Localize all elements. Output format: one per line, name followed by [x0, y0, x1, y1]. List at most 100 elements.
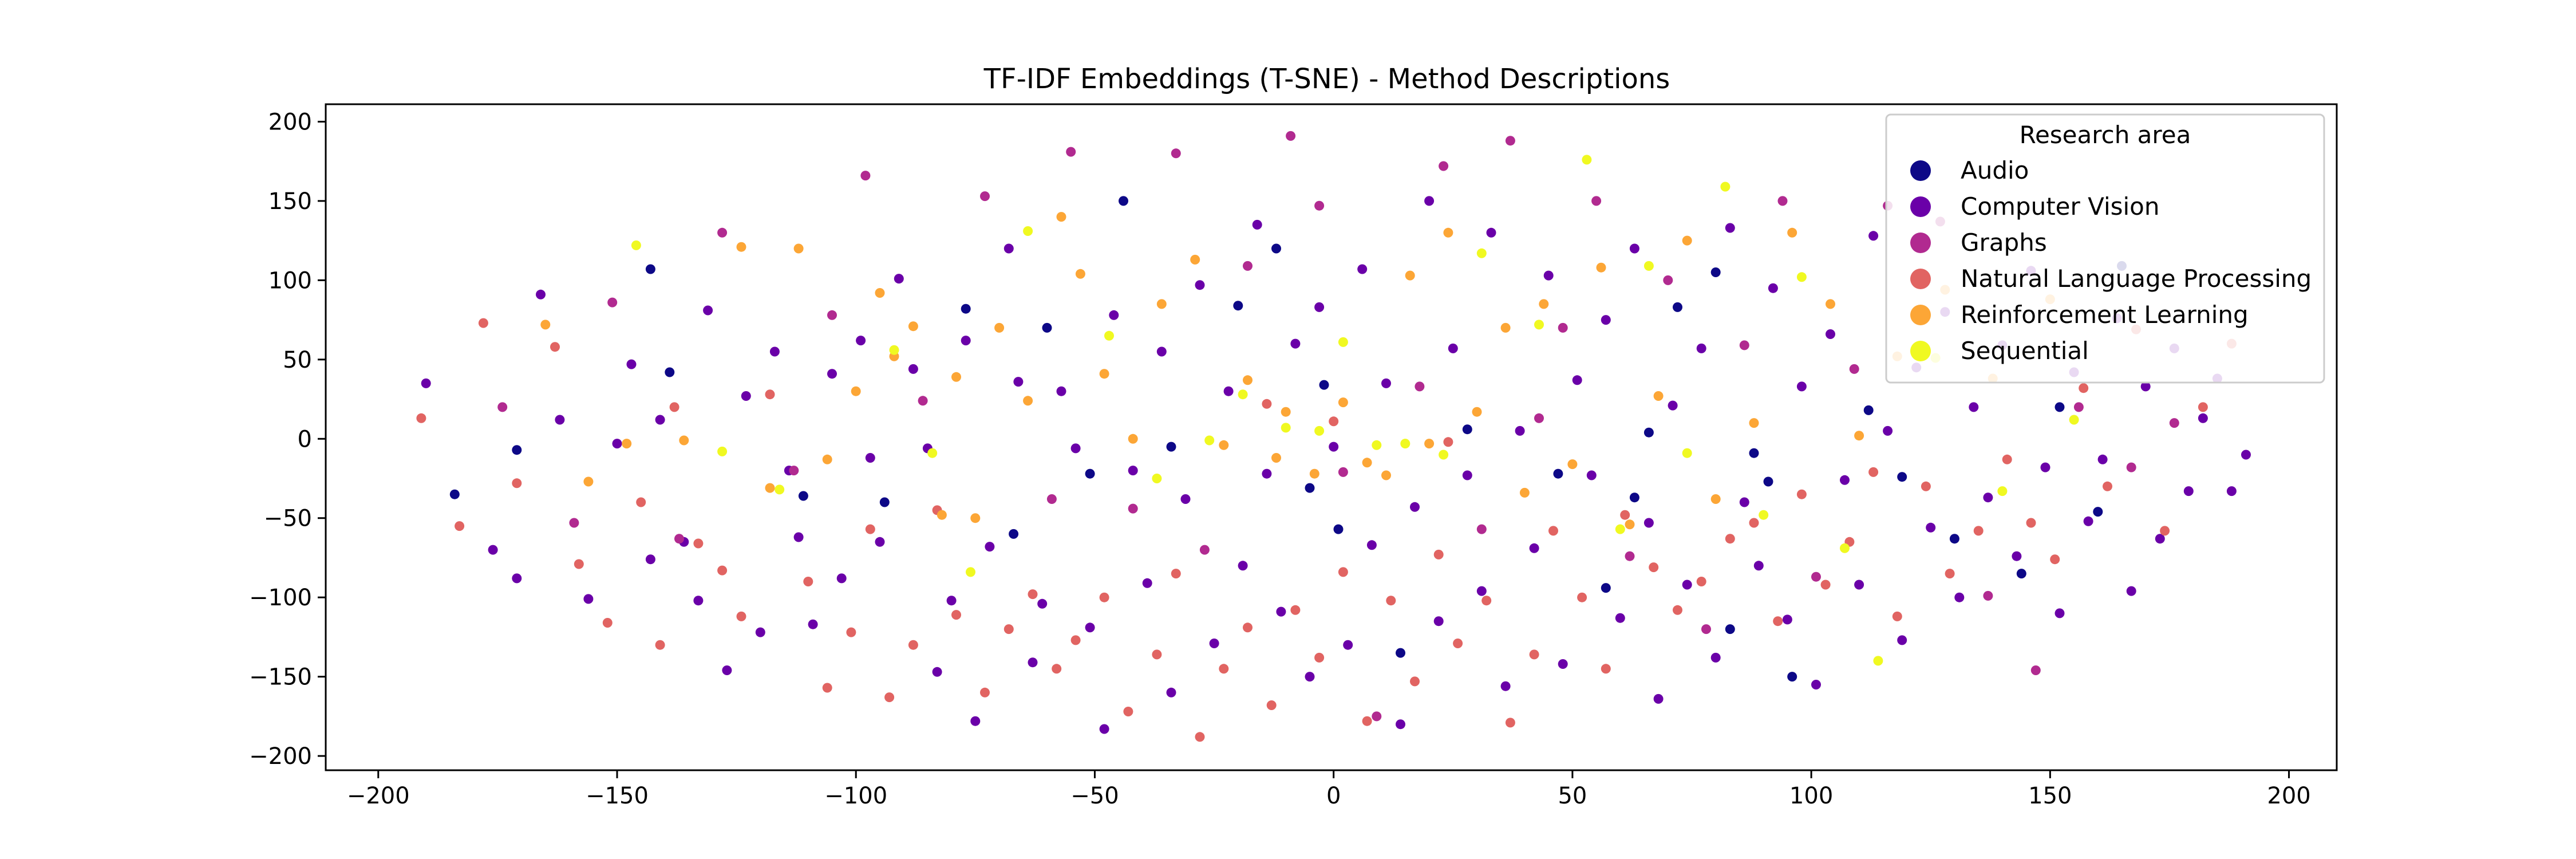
scatter-point — [1028, 657, 1038, 668]
scatter-point — [1787, 227, 1797, 238]
scatter-point — [865, 453, 875, 463]
scatter-point — [1003, 624, 1014, 635]
scatter-point — [2169, 418, 2179, 428]
x-tick-label: −150 — [586, 783, 649, 809]
scatter-point — [1104, 330, 1114, 341]
scatter-point — [2040, 462, 2050, 472]
scatter-point — [994, 322, 1005, 333]
scatter-point — [536, 289, 546, 300]
scatter-point — [2012, 551, 2022, 561]
scatter-point — [1381, 470, 1391, 480]
scatter-point — [1969, 402, 1979, 412]
scatter-point — [1949, 534, 1959, 544]
scatter-point — [1276, 606, 1286, 617]
legend-label: Audio — [1961, 156, 2029, 184]
scatter-point — [2030, 665, 2041, 675]
scatter-point — [927, 448, 938, 458]
scatter-point — [736, 611, 746, 621]
scatter-point — [1128, 466, 1138, 476]
scatter-point — [679, 435, 689, 446]
scatter-point — [966, 567, 975, 577]
x-tick-label: 200 — [2267, 783, 2310, 809]
scatter-point — [2226, 486, 2237, 497]
scatter-point — [1166, 687, 1176, 698]
scatter-point — [2050, 554, 2060, 565]
scatter-point — [1567, 459, 1578, 470]
scatter-point — [875, 537, 885, 547]
scatter-point — [875, 288, 885, 298]
scatter-point — [1596, 262, 1606, 273]
scatter-point — [555, 415, 565, 425]
scatter-point — [970, 513, 981, 523]
scatter-point — [755, 627, 765, 637]
scatter-point — [1052, 664, 1062, 674]
scatter-point — [1204, 435, 1215, 446]
series-5 — [631, 155, 2079, 666]
series-3 — [416, 318, 2237, 742]
scatter-point — [1290, 338, 1301, 349]
scatter-point — [1883, 425, 1893, 436]
scatter-point — [985, 542, 995, 552]
scatter-point — [1796, 489, 1807, 499]
y-tick-label: −100 — [249, 585, 312, 611]
scatter-point — [1682, 235, 1692, 246]
scatter-point — [1840, 543, 1850, 553]
scatter-point — [1329, 416, 1339, 427]
scatter-point — [1868, 231, 1879, 241]
scatter-point — [1070, 443, 1081, 454]
scatter-point — [1826, 329, 1835, 339]
scatter-point — [1629, 243, 1639, 254]
scatter-point — [1271, 243, 1281, 254]
scatter-point — [1515, 425, 1525, 436]
x-tick-label: −100 — [824, 783, 887, 809]
scatter-point — [1620, 510, 1630, 520]
scatter-point — [1696, 577, 1706, 586]
scatter-point — [775, 484, 785, 495]
scatter-point — [1219, 664, 1229, 674]
scatter-point — [512, 573, 522, 584]
scatter-point — [2069, 415, 2079, 425]
x-tick-label: 100 — [1789, 783, 1833, 809]
scatter-point — [1066, 147, 1076, 157]
scatter-point — [645, 264, 655, 274]
scatter-point — [655, 415, 665, 425]
scatter-point — [1128, 503, 1138, 514]
scatter-point — [1739, 497, 1749, 507]
legend-marker — [1910, 341, 1931, 361]
scatter-point — [822, 454, 832, 464]
scatter-point — [2126, 586, 2136, 596]
scatter-point — [1926, 522, 1936, 533]
axes-frame — [325, 103, 2338, 771]
scatter-point — [1223, 386, 1234, 396]
scatter-point — [2026, 518, 2036, 528]
scatter-point — [2083, 516, 2093, 526]
scatter-point — [2073, 402, 2084, 412]
scatter-point — [1710, 267, 1721, 277]
scatter-point — [1696, 343, 1706, 353]
scatter-point — [1281, 423, 1291, 433]
x-tick-label: −200 — [347, 783, 410, 809]
y-tick-label: 200 — [268, 109, 312, 135]
scatter-point — [1945, 569, 1955, 579]
scatter-point — [1625, 519, 1635, 530]
scatter-point — [2198, 413, 2208, 423]
scatter-point — [1759, 510, 1769, 520]
scatter-point — [1314, 302, 1325, 312]
scatter-point — [1954, 592, 1965, 602]
scatter-point — [879, 497, 890, 507]
legend-label: Reinforcement Learning — [1961, 301, 2249, 329]
scatter-point — [908, 321, 918, 332]
scatter-point — [836, 573, 847, 584]
scatter-point — [1601, 315, 1611, 325]
scatter-point — [1983, 492, 1993, 503]
legend-marker — [1910, 305, 1931, 325]
scatter-point — [1558, 659, 1568, 669]
scatter-point — [1123, 707, 1133, 716]
scatter-point — [2002, 454, 2012, 464]
scatter-point — [1271, 453, 1281, 463]
scatter-point — [1615, 524, 1625, 534]
scatter-point — [1238, 389, 1248, 400]
scatter-point — [827, 369, 837, 379]
y-tick-label: 50 — [283, 347, 312, 373]
scatter-point — [1811, 680, 1821, 689]
